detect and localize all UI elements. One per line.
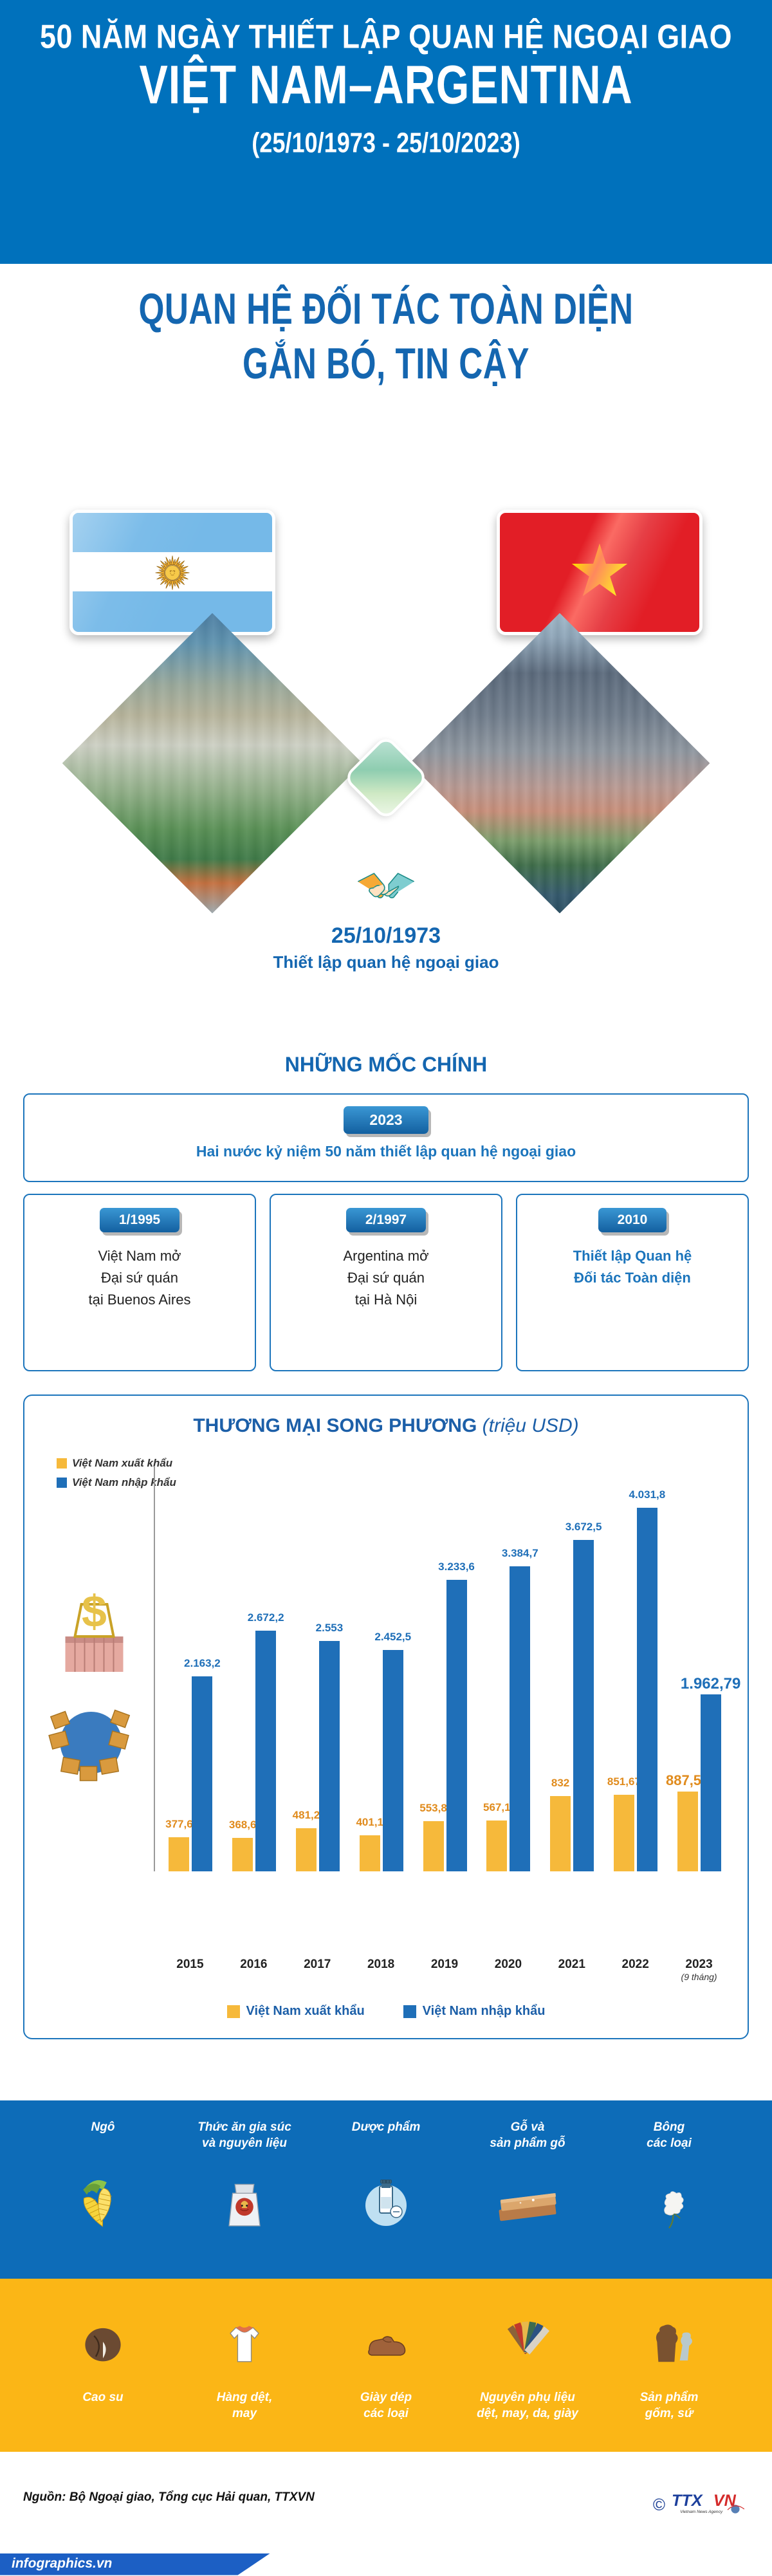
svg-text:$: $ (82, 1586, 107, 1636)
svg-text:TTX: TTX (672, 2492, 704, 2510)
svg-text:Vietnam News Agency: Vietnam News Agency (680, 2510, 723, 2514)
